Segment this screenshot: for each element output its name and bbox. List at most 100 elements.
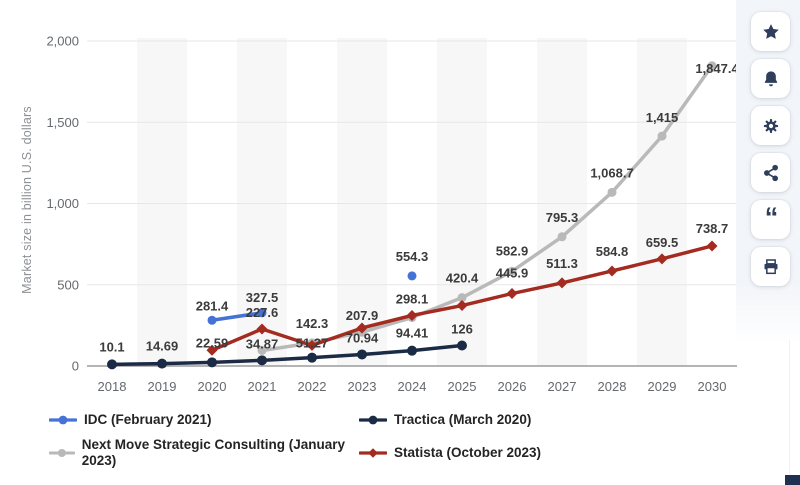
data-label: 445.9	[496, 266, 529, 281]
legend-label: Tractica (March 2020)	[394, 412, 532, 427]
share-button[interactable]	[751, 153, 790, 192]
legend-marker	[49, 415, 77, 425]
star-icon	[762, 23, 779, 39]
data-point	[357, 349, 367, 360]
x-tick-label: 2025	[448, 379, 477, 394]
data-point	[557, 232, 567, 242]
data-label: 659.5	[646, 235, 679, 250]
data-label: 142.3	[296, 316, 329, 331]
data-point	[157, 358, 167, 369]
notifications-button[interactable]	[751, 59, 790, 98]
x-tick-label: 2018	[98, 379, 127, 394]
data-point	[507, 266, 517, 276]
market-size-line-chart: 0 500 1,000 1,500 2,000 2018 2019 2020 2021 2022 2…	[46, 34, 739, 395]
data-label: 327.5	[246, 290, 279, 305]
data-label: 738.7	[696, 221, 729, 236]
x-tick-label: 2021	[248, 379, 277, 394]
data-label: 298.1	[396, 292, 429, 307]
share-icon	[763, 164, 778, 181]
y-tick-label: 1,000	[46, 196, 79, 211]
series-line	[210, 311, 264, 323]
data-point	[406, 309, 418, 321]
printer-icon	[764, 258, 777, 274]
data-point	[107, 359, 117, 370]
chart-area: 0 500 1,000 1,500 2,000 2018 2019 2020 2021 2022 2…	[20, 34, 739, 395]
x-tick-label: 2019	[148, 379, 177, 394]
data-point	[457, 340, 467, 351]
data-label: 420.4	[446, 271, 479, 286]
y-tick-label: 0	[72, 359, 79, 374]
data-label: 281.4	[196, 298, 229, 313]
legend-label: Statista (October 2023)	[394, 445, 542, 460]
favorite-button[interactable]	[751, 12, 790, 51]
data-point	[656, 253, 668, 265]
corner-widget[interactable]	[785, 475, 800, 485]
legend-item-0[interactable]: IDC (February 2021)	[49, 412, 359, 428]
bell-icon	[764, 70, 777, 86]
legend-marker	[359, 415, 387, 425]
chart-legend: IDC (February 2021) Tractica (March 2020)…	[49, 412, 541, 469]
data-label: 126	[451, 322, 473, 337]
x-tick-label: 2026	[498, 379, 527, 394]
legend-item-3[interactable]: Statista (October 2023)	[359, 437, 541, 469]
legend-label: IDC (February 2021)	[84, 412, 212, 427]
gear-icon	[763, 118, 778, 133]
y-tick-label: 500	[57, 277, 79, 292]
data-point	[206, 344, 218, 356]
data-label: 51.27	[296, 336, 329, 351]
legend-marker	[49, 448, 75, 458]
data-label: 94.41	[396, 326, 429, 341]
data-label: 1,847.4	[695, 61, 739, 76]
data-point	[706, 240, 718, 252]
data-label: 207.9	[346, 308, 379, 323]
data-point	[257, 308, 267, 318]
legend-item-1[interactable]: Tractica (March 2020)	[359, 412, 541, 428]
data-label: 1,415	[646, 110, 679, 125]
x-tick-label: 2020	[198, 379, 227, 394]
series-1	[107, 340, 467, 370]
legend-item-2[interactable]: Next Move Strategic Consulting (January …	[49, 437, 359, 469]
settings-button[interactable]	[751, 106, 790, 145]
data-point	[407, 271, 417, 281]
plot-band-2025	[437, 38, 487, 366]
data-label: 511.3	[546, 256, 578, 271]
data-point	[257, 345, 267, 355]
data-label: 1,068.7	[590, 165, 633, 180]
x-tick-label: 2023	[348, 379, 377, 394]
data-labels: 281.4 327.5 554.3 10.1 14.69 22.59 34.87 51.27 7…	[99, 61, 739, 355]
data-point	[356, 322, 368, 334]
series-3	[206, 240, 718, 356]
data-point	[307, 352, 317, 363]
data-point	[457, 293, 467, 303]
data-label: 34.87	[246, 336, 279, 351]
series-line	[110, 343, 464, 367]
data-label: 584.8	[596, 244, 629, 259]
plot-band-2023	[337, 38, 387, 366]
cite-button[interactable]: “	[751, 200, 790, 239]
data-label: 22.59	[196, 335, 229, 350]
data-label: 227.6	[246, 305, 279, 320]
plot-band-2019	[137, 38, 187, 366]
data-label: 14.69	[146, 339, 179, 354]
plot-band-2027	[537, 38, 587, 366]
y-tick-label: 1,500	[46, 115, 79, 130]
data-point	[606, 265, 618, 277]
print-button[interactable]	[751, 247, 790, 286]
data-point	[556, 277, 568, 289]
y-tick-label: 2,000	[46, 34, 79, 49]
data-point	[657, 131, 667, 141]
quote-icon: “	[764, 201, 778, 232]
y-axis-title: Market size in billion U.S. dollars	[20, 106, 34, 294]
data-label: 70.94	[346, 330, 379, 345]
x-tick-label: 2027	[548, 379, 577, 394]
data-point	[456, 300, 468, 312]
data-point	[407, 345, 417, 356]
data-label: 795.3	[546, 210, 579, 225]
data-point	[257, 355, 267, 366]
data-point	[256, 323, 268, 335]
data-label: 10.1	[99, 339, 124, 354]
legend-label: Next Move Strategic Consulting (January …	[81, 437, 346, 468]
data-point	[306, 339, 318, 351]
x-tick-label: 2024	[398, 379, 427, 394]
data-point	[607, 187, 617, 197]
